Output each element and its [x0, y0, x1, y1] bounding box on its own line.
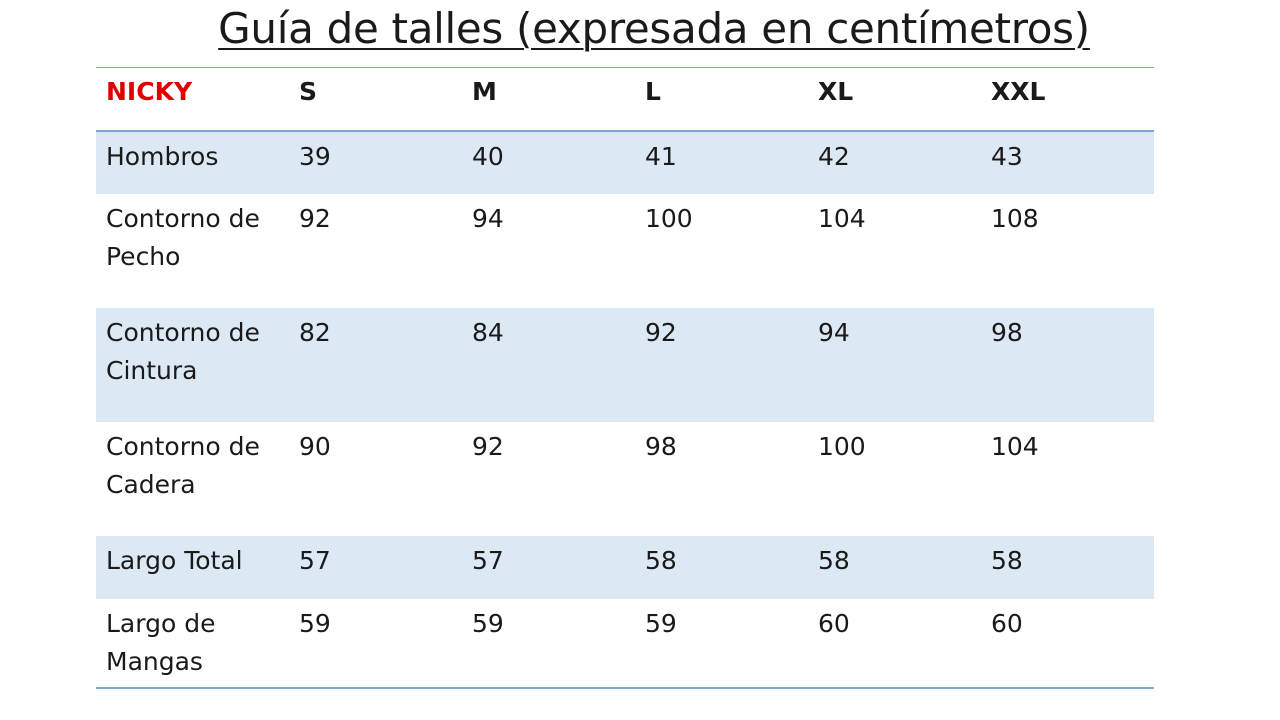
row-label: Largo de Mangas: [96, 599, 289, 688]
table-cell: 42: [818, 141, 850, 171]
size-header-xxl: XXL: [991, 77, 1046, 106]
table-cell: 57: [299, 545, 331, 575]
table-cell: 98: [991, 317, 1023, 347]
table-cell: 108: [991, 203, 1039, 233]
row-label: Contorno de Cintura: [96, 308, 289, 422]
table-cell: 59: [472, 608, 504, 638]
table-row-largo-total: Largo Total 57 57 58 58 58: [96, 535, 1154, 599]
table-cell: 60: [818, 608, 850, 638]
table-cell: 90: [299, 431, 331, 461]
page-title: Guía de talles (expresada en centímetros…: [218, 4, 1090, 53]
brand-header: NICKY: [106, 77, 193, 106]
table-cell: 82: [299, 317, 331, 347]
table-header-row: NICKY S M L XL XXL: [96, 67, 1154, 131]
row-label: Largo Total: [96, 536, 289, 599]
table-row-contorno-cadera: Contorno de Cadera 90 92 98 100 104: [96, 422, 1154, 536]
table-cell: 43: [991, 141, 1023, 171]
table-cell: 59: [645, 608, 677, 638]
row-label-line: Mangas: [106, 646, 203, 676]
table-cell: 58: [818, 545, 850, 575]
table-cell: 100: [818, 431, 866, 461]
table-cell: 92: [645, 317, 677, 347]
table-cell: 59: [299, 608, 331, 638]
row-label-line: Largo Total: [106, 545, 243, 575]
size-header-l: L: [645, 77, 661, 106]
row-label: Contorno de Cadera: [96, 422, 289, 536]
table-row-largo-mangas: Largo de Mangas 59 59 59 60 60: [96, 599, 1154, 688]
row-label-line: Cintura: [106, 355, 198, 385]
table-row-contorno-pecho: Contorno de Pecho 92 94 100 104 108: [96, 194, 1154, 308]
row-label-line: Contorno de: [106, 431, 260, 461]
row-label: Hombros: [96, 131, 289, 194]
table-cell: 100: [645, 203, 693, 233]
table-cell: 41: [645, 141, 677, 171]
table-cell: 58: [645, 545, 677, 575]
table-cell: 57: [472, 545, 504, 575]
row-label: Contorno de Pecho: [96, 194, 289, 308]
table-cell: 40: [472, 141, 504, 171]
table-row-hombros: Hombros 39 40 41 42 43: [96, 130, 1154, 194]
row-label-line: Hombros: [106, 141, 219, 171]
row-label-line: Contorno de: [106, 203, 260, 233]
row-label-line: Cadera: [106, 469, 196, 499]
size-header-s: S: [299, 77, 318, 106]
row-label-line: Contorno de: [106, 317, 260, 347]
table-cell: 104: [991, 431, 1039, 461]
table-cell: 92: [472, 431, 504, 461]
size-header-m: M: [472, 77, 497, 106]
row-label-line: Pecho: [106, 241, 181, 271]
table-row-contorno-cintura: Contorno de Cintura 82 84 92 94 98: [96, 307, 1154, 422]
table-cell: 98: [645, 431, 677, 461]
table-cell: 92: [299, 203, 331, 233]
table-cell: 58: [991, 545, 1023, 575]
table-cell: 84: [472, 317, 504, 347]
size-header-xl: XL: [818, 77, 854, 106]
table-cell: 104: [818, 203, 866, 233]
row-label-line: Largo de: [106, 608, 216, 638]
table-cell: 94: [818, 317, 850, 347]
table-cell: 39: [299, 141, 331, 171]
table-cell: 60: [991, 608, 1023, 638]
size-guide-table: NICKY S M L XL XXL Hombros 39 40 41 42 4…: [96, 67, 1154, 689]
table-cell: 94: [472, 203, 504, 233]
